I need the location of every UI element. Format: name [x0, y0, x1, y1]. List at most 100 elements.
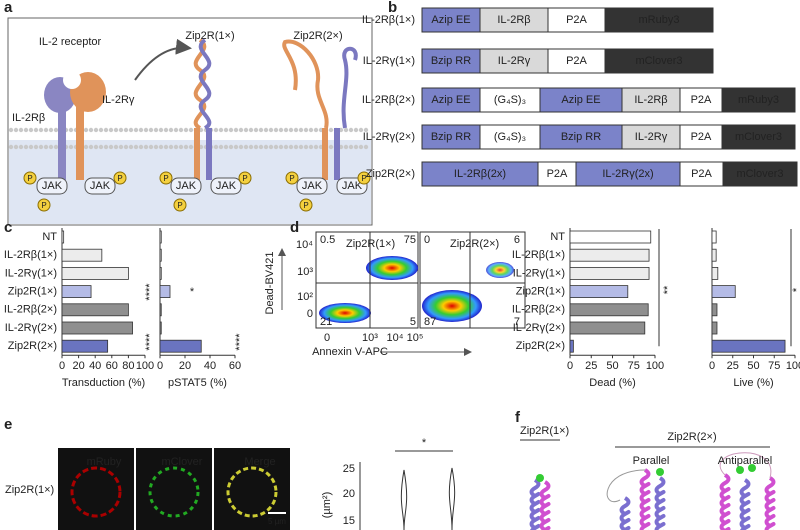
segment: [539, 124, 623, 150]
panel-letter: b: [388, 0, 397, 16]
lipid: [173, 144, 179, 150]
lipid: [258, 144, 264, 150]
channel-label: Merge: [244, 456, 275, 468]
lipid: [183, 144, 189, 150]
segment-label: IL-2Rβ: [497, 14, 530, 26]
lipid: [18, 144, 24, 150]
segment: [421, 87, 481, 113]
lipid: [123, 144, 129, 150]
phospho: [37, 198, 51, 212]
violin: [400, 469, 408, 530]
lipid: [158, 144, 164, 150]
quadrant-value: 87: [424, 316, 436, 328]
lipid: [53, 144, 59, 150]
density: [422, 290, 482, 322]
segment: [539, 87, 623, 113]
phospho-label: P: [117, 174, 122, 183]
helix: [739, 478, 751, 530]
residue: [536, 474, 544, 482]
axis-title: (µm²): [321, 492, 333, 519]
segment: [537, 161, 577, 187]
lipid: [148, 144, 154, 150]
axis-title: pSTAT5 (%): [168, 377, 227, 389]
segment-label: P2A: [691, 168, 712, 180]
lipid: [168, 127, 174, 133]
x-tick-label: 75: [628, 360, 640, 372]
lipid: [313, 144, 319, 150]
lipid: [248, 144, 254, 150]
segment-label: Azip EE: [561, 94, 600, 106]
lipid: [158, 127, 164, 133]
lipid: [18, 127, 24, 133]
panel-letter: c: [4, 219, 12, 236]
lipid: [143, 127, 149, 133]
axis-title: Annexin V-APC: [312, 346, 388, 358]
helix: [193, 38, 207, 130]
bar: [711, 321, 718, 335]
lipid: [108, 127, 114, 133]
lipid: [348, 144, 354, 150]
receptor-stalk: [334, 128, 340, 180]
arrow: [134, 38, 192, 81]
lipid: [233, 144, 239, 150]
phospho: [299, 198, 313, 212]
lipid: [178, 127, 184, 133]
phospho: [113, 171, 127, 185]
x-tick-label: 0: [567, 360, 573, 372]
cell: [70, 466, 122, 518]
row-label: Zip2R(1×): [5, 484, 54, 496]
plot-title: Zip2R(1×): [346, 238, 395, 250]
significance: ****: [234, 333, 246, 351]
segment: [547, 48, 606, 74]
axis-title: Dead-BV421: [264, 252, 276, 315]
lipid: [183, 127, 189, 133]
segment-label: P2A: [547, 168, 568, 180]
segment: [679, 161, 724, 187]
segment: [604, 48, 714, 74]
x-tick-label: 60: [106, 360, 118, 372]
lipid: [213, 127, 219, 133]
helix: [539, 480, 551, 530]
quadrant-value: 7: [514, 316, 520, 328]
segment: [421, 7, 481, 33]
lipid: [358, 127, 364, 133]
construct-label: IL-2Rβ(1×): [362, 14, 415, 26]
structure-label: Antiparallel: [718, 455, 772, 467]
lipid: [288, 144, 294, 150]
jak: JAK: [342, 180, 363, 192]
bar: [159, 339, 202, 353]
lipid: [358, 144, 364, 150]
lipid: [113, 144, 119, 150]
x-tick-label: 10⁴: [387, 332, 404, 344]
lipid: [68, 127, 74, 133]
jak-box: [296, 177, 328, 195]
x-tick-label: 40: [89, 360, 101, 372]
lipid: [118, 144, 124, 150]
lipid: [253, 127, 259, 133]
jak-box: [84, 177, 116, 195]
x-tick-label: 20: [72, 360, 84, 372]
x-tick-label: 25: [727, 360, 739, 372]
lipid: [153, 127, 159, 133]
lipid: [253, 144, 259, 150]
y-tick-label: 0: [307, 308, 313, 320]
lipid: [38, 144, 44, 150]
lipid: [298, 127, 304, 133]
lipid: [88, 144, 94, 150]
category-label: NT: [550, 231, 565, 243]
bar: [711, 339, 786, 353]
structure-label: Parallel: [633, 455, 670, 467]
category-label: IL-2Rβ(1×): [512, 249, 565, 261]
panel-letter: a: [4, 0, 13, 16]
segment-label: Bzip RR: [431, 55, 471, 67]
lipid: [83, 144, 89, 150]
quadrant-value: 6: [514, 234, 520, 246]
constructs: [421, 7, 798, 187]
significance: *: [190, 286, 195, 298]
lipid: [23, 144, 29, 150]
segment: [621, 124, 681, 150]
bar: [159, 230, 162, 244]
bar: [159, 266, 162, 280]
bar: [159, 285, 171, 299]
x-tick-label: 25: [585, 360, 597, 372]
